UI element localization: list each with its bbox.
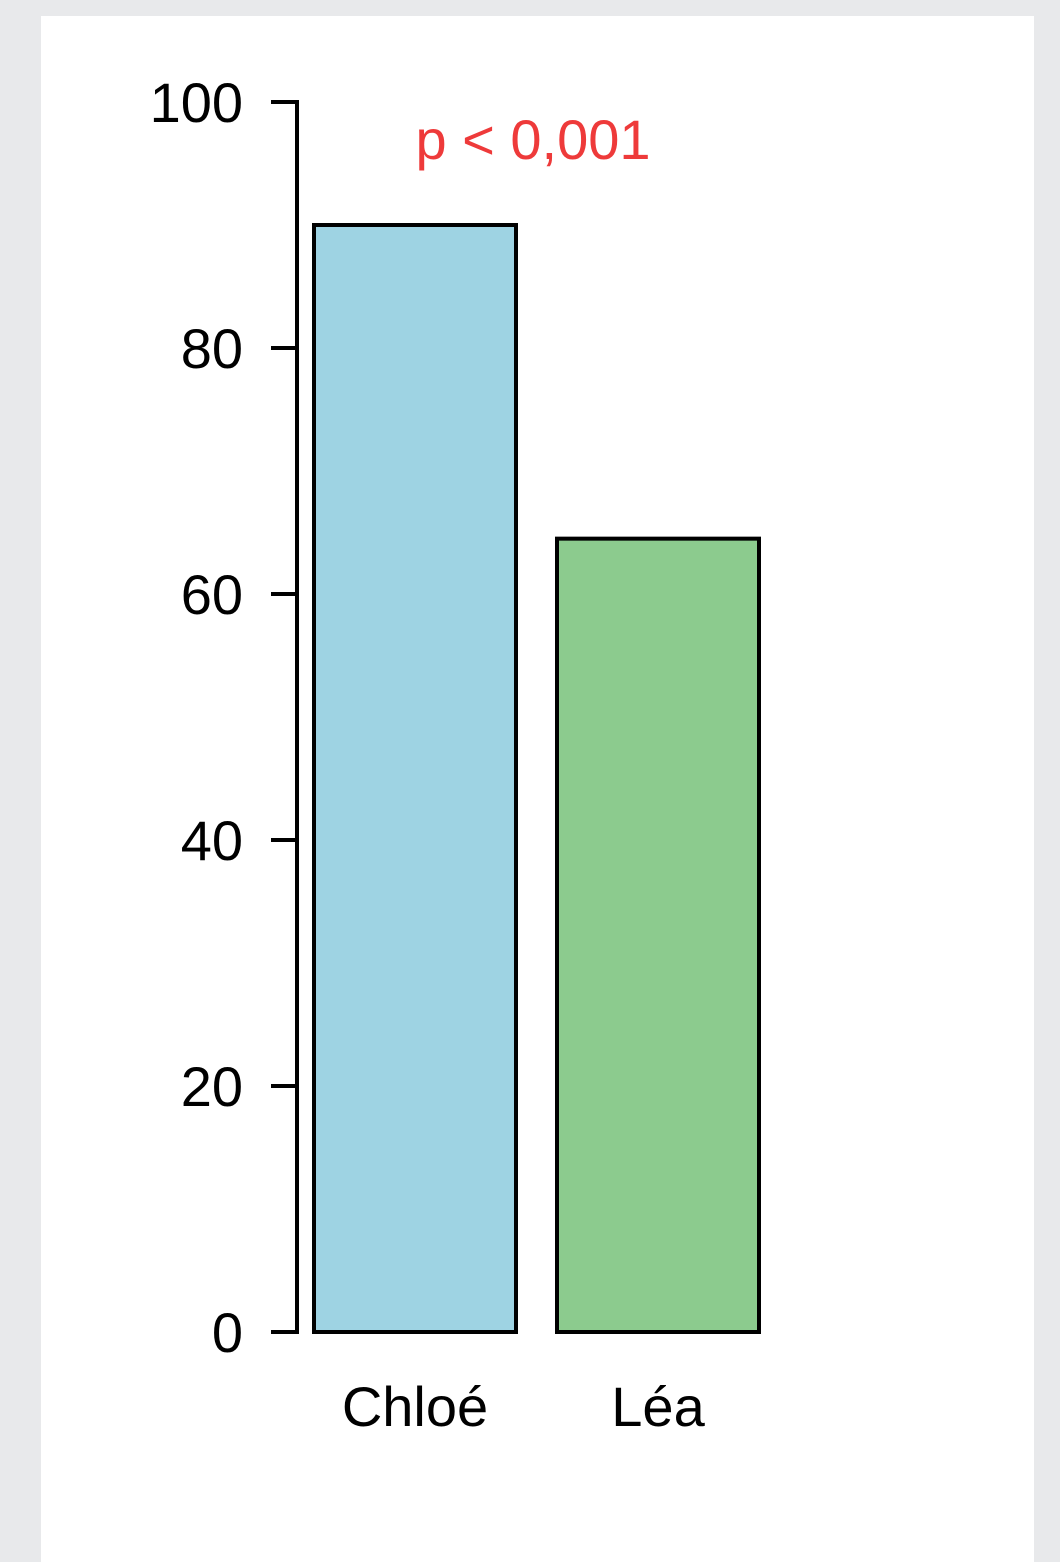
- y-tick-label: 100: [150, 71, 243, 134]
- bar-1: [312, 223, 518, 1334]
- y-axis: 0 20 40 60 80 100: [150, 71, 299, 1364]
- y-tick-label: 40: [181, 809, 243, 872]
- bars-group: [312, 223, 761, 1334]
- p-value-annotation: p < 0,001: [415, 108, 650, 171]
- bar-chart: 0 20 40 60 80 100 Chloé Léa p < 0,001: [150, 71, 761, 1438]
- chart-panel: 0 20 40 60 80 100 Chloé Léa p < 0,001: [41, 16, 1034, 1562]
- x-category-label: Léa: [611, 1375, 705, 1438]
- y-tick-label: 0: [212, 1301, 243, 1364]
- x-category-label: Chloé: [342, 1375, 488, 1438]
- x-axis-labels: Chloé Léa: [342, 1375, 706, 1438]
- y-tick-label: 20: [181, 1055, 243, 1118]
- bar-2: [555, 536, 761, 1334]
- y-tick-label: 80: [181, 317, 243, 380]
- y-tick-label: 60: [181, 563, 243, 626]
